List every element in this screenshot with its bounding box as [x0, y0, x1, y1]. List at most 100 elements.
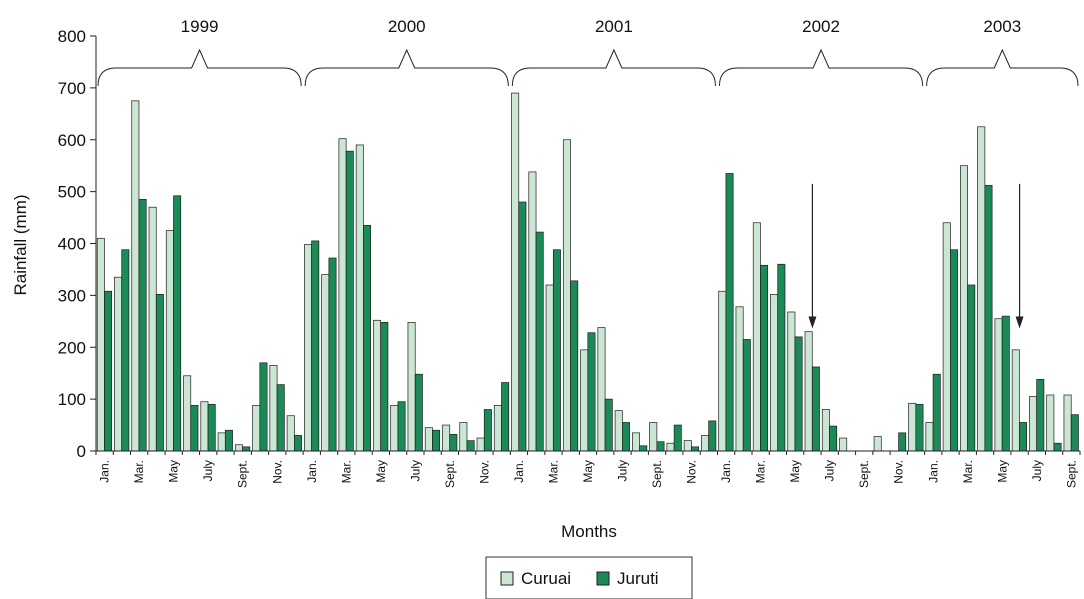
x-tick-label-sept-2002: Sept.: [857, 460, 871, 488]
bar-juruti-7: [224, 429, 233, 452]
x-tick-label-july-2001: July: [616, 460, 630, 481]
year-brace-2001: [511, 48, 716, 87]
bar-curuai-2: [131, 100, 140, 452]
bar-curuai-9: [252, 405, 261, 452]
y-tick-label-0: 0: [77, 442, 86, 461]
legend-swatch-juruti: [596, 571, 610, 586]
legend: Curuai Juruti: [485, 556, 693, 599]
bar-curuai-11: [286, 415, 295, 452]
bar-juruti-55: [1053, 442, 1062, 452]
bar-juruti-29: [604, 398, 613, 452]
bar-curuai-15: [355, 144, 364, 452]
bar-curuai-28: [580, 349, 589, 452]
bar-juruti-16: [380, 322, 389, 452]
bar-curuai-24: [511, 92, 520, 452]
bar-juruti-40: [794, 336, 803, 452]
bar-curuai-18: [407, 322, 416, 452]
bar-curuai-0: [96, 237, 105, 452]
bar-curuai-31: [632, 432, 640, 452]
year-brace-2002: [718, 48, 924, 87]
annotation-arrows: [808, 183, 1024, 329]
bar-curuai-25: [528, 171, 537, 452]
bar-juruti-49: [949, 249, 958, 452]
x-tick-label-mar-2000: Mar.: [339, 460, 353, 483]
bar-juruti-4: [173, 195, 182, 452]
bar-juruti-19: [432, 429, 441, 452]
bar-curuai-51: [977, 126, 986, 452]
y-axis-title: Rainfall (mm): [11, 194, 30, 295]
y-axis: 0 100 200 300 400 500 600 700 800: [58, 27, 97, 461]
x-tick-label-mar-2002: Mar.: [754, 460, 768, 483]
bar-juruti-34: [691, 446, 700, 452]
bar-curuai-27: [562, 139, 571, 452]
bar-juruti-5: [190, 405, 199, 452]
y-tick-label-400: 400: [58, 235, 86, 254]
bar-juruti-52: [1001, 315, 1010, 452]
y-tick-label-200: 200: [58, 338, 86, 357]
bar-curuai-32: [649, 422, 658, 452]
bar-juruti-42: [829, 425, 838, 452]
bar-juruti-10: [276, 384, 285, 452]
bar-juruti-36: [725, 173, 734, 452]
bar-curuai-16: [373, 319, 382, 452]
y-tick-label-100: 100: [58, 390, 86, 409]
bar-juruti-1: [121, 249, 130, 452]
x-axis: Jan. Mar. May July Sept. Nov. Jan. Mar. May July S…: [95, 450, 1081, 488]
bar-juruti-37: [742, 339, 751, 452]
x-tick-label-mar-1999: Mar.: [132, 460, 146, 483]
bar-curuai-54: [1029, 396, 1038, 452]
x-tick-label-mar-2003: Mar.: [961, 460, 975, 483]
bar-curuai-50: [960, 165, 968, 452]
x-tick-label-mar-2001: Mar.: [547, 460, 561, 483]
bar-juruti-23: [501, 382, 510, 452]
bar-curuai-35: [701, 435, 710, 452]
legend-swatch-curuai: [500, 571, 514, 586]
bar-juruti-39: [777, 263, 786, 452]
bar-curuai-42: [821, 409, 830, 452]
bar-juruti-51: [984, 185, 993, 452]
bar-juruti-47: [915, 403, 924, 452]
year-brace-2000: [304, 48, 509, 87]
x-tick-label-july-2003: July: [1030, 460, 1044, 481]
year-brace-2003: [926, 48, 1079, 87]
bar-juruti-6: [207, 403, 216, 452]
bar-juruti-24: [518, 201, 527, 452]
bar-juruti-2: [138, 199, 147, 452]
bar-curuai-10: [269, 365, 278, 452]
bar-curuai-29: [597, 327, 606, 452]
x-tick-label-jan-2003: Jan.: [926, 460, 940, 483]
x-tick-label-nov-2002: Nov.: [892, 460, 906, 484]
bar-curuai-3: [148, 206, 157, 452]
x-tick-label-jan-1999: Jan.: [98, 460, 112, 483]
x-tick-label-sept-1999: Sept.: [236, 460, 250, 488]
year-label-1999: 1999: [181, 17, 219, 36]
bar-curuai-41: [804, 331, 813, 452]
bar-juruti-31: [639, 445, 648, 452]
y-tick-label-700: 700: [58, 79, 86, 98]
bar-juruti-28: [587, 332, 596, 452]
bar-curuai-20: [442, 424, 451, 452]
bar-curuai-22: [476, 437, 485, 452]
bar-juruti-27: [570, 280, 579, 452]
bar-juruti-22: [483, 409, 492, 452]
x-tick-label-may-1999: May: [167, 460, 181, 483]
bar-curuai-37: [735, 306, 744, 452]
bar-juruti-0: [104, 290, 113, 452]
x-tick-label-jan-2000: Jan.: [305, 460, 319, 483]
bar-juruti-26: [552, 249, 561, 452]
bar-juruti-35: [708, 420, 717, 452]
bar-juruti-13: [328, 257, 337, 452]
bar-curuai-38: [752, 222, 761, 452]
legend-label-juruti: Juruti: [617, 569, 659, 588]
legend-box: [485, 556, 693, 599]
bar-juruti-46: [898, 432, 907, 452]
x-tick-label-may-2003: May: [995, 460, 1009, 483]
bar-curuai-1: [114, 276, 123, 452]
year-label-2000: 2000: [388, 17, 426, 36]
bar-curuai-12: [304, 244, 312, 452]
bar-curuai-13: [321, 274, 330, 452]
bar-juruti-8: [242, 446, 251, 452]
year-brace-1999: [97, 48, 302, 87]
bar-curuai-47: [908, 402, 917, 452]
